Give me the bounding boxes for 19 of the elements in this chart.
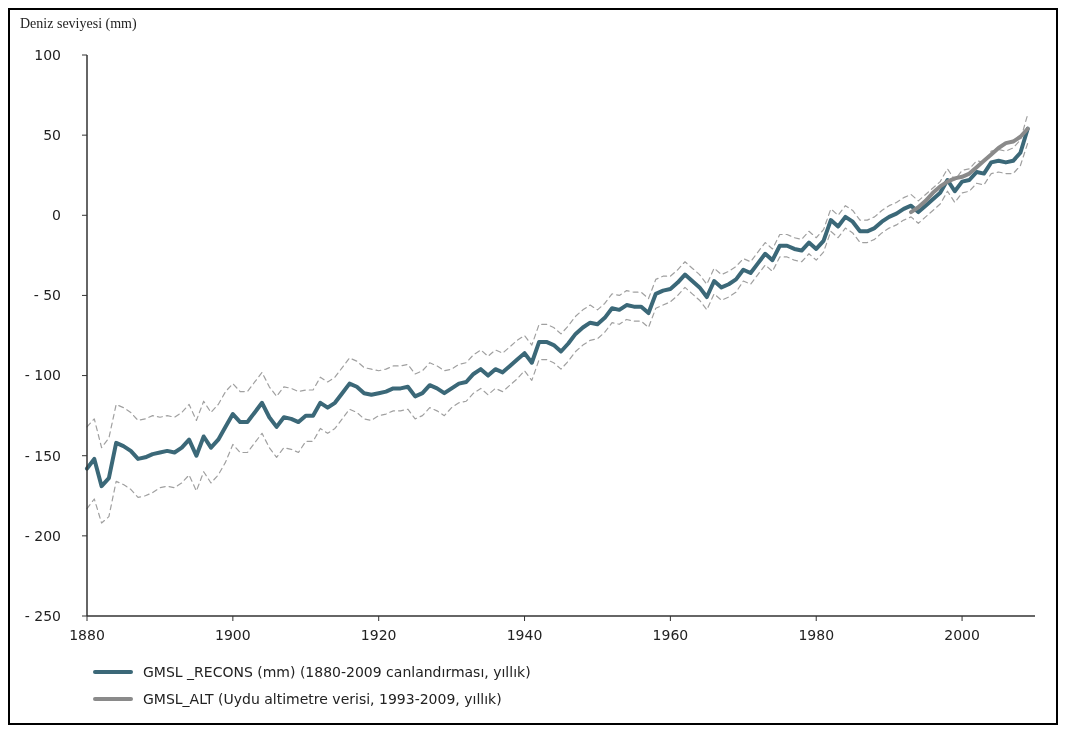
- y-tick-label: - 150: [24, 447, 61, 464]
- x-tick-label: 1900: [215, 627, 251, 643]
- x-tick-label: 1960: [652, 627, 689, 643]
- x-tick-label: 1940: [506, 627, 543, 643]
- y-tick-label: 100: [34, 46, 61, 63]
- legend-label: GMSL_ALT (Uydu altimetre verisi, 1993-2009, yıllık): [143, 690, 502, 707]
- y-tick-label: 50: [43, 127, 61, 144]
- x-tick-label: 2000: [944, 627, 980, 643]
- y-tick-label: - 50: [33, 287, 61, 304]
- y-tick-label: - 100: [24, 367, 61, 384]
- y-tick-label: - 250: [24, 607, 61, 624]
- y-tick-label: 0: [52, 207, 61, 224]
- x-tick-label: 1920: [360, 627, 397, 643]
- x-tick-label: 1880: [69, 627, 105, 643]
- legend-label: GMSL _RECONS (mm) (1880-2009 canlandırması, yıllık): [143, 663, 531, 680]
- x-tick-label: 1980: [798, 627, 835, 643]
- line-series: [909, 126, 1030, 215]
- y-tick-label: - 200: [24, 527, 61, 544]
- y-axis-title: Deniz seviyesi (mm): [20, 16, 137, 32]
